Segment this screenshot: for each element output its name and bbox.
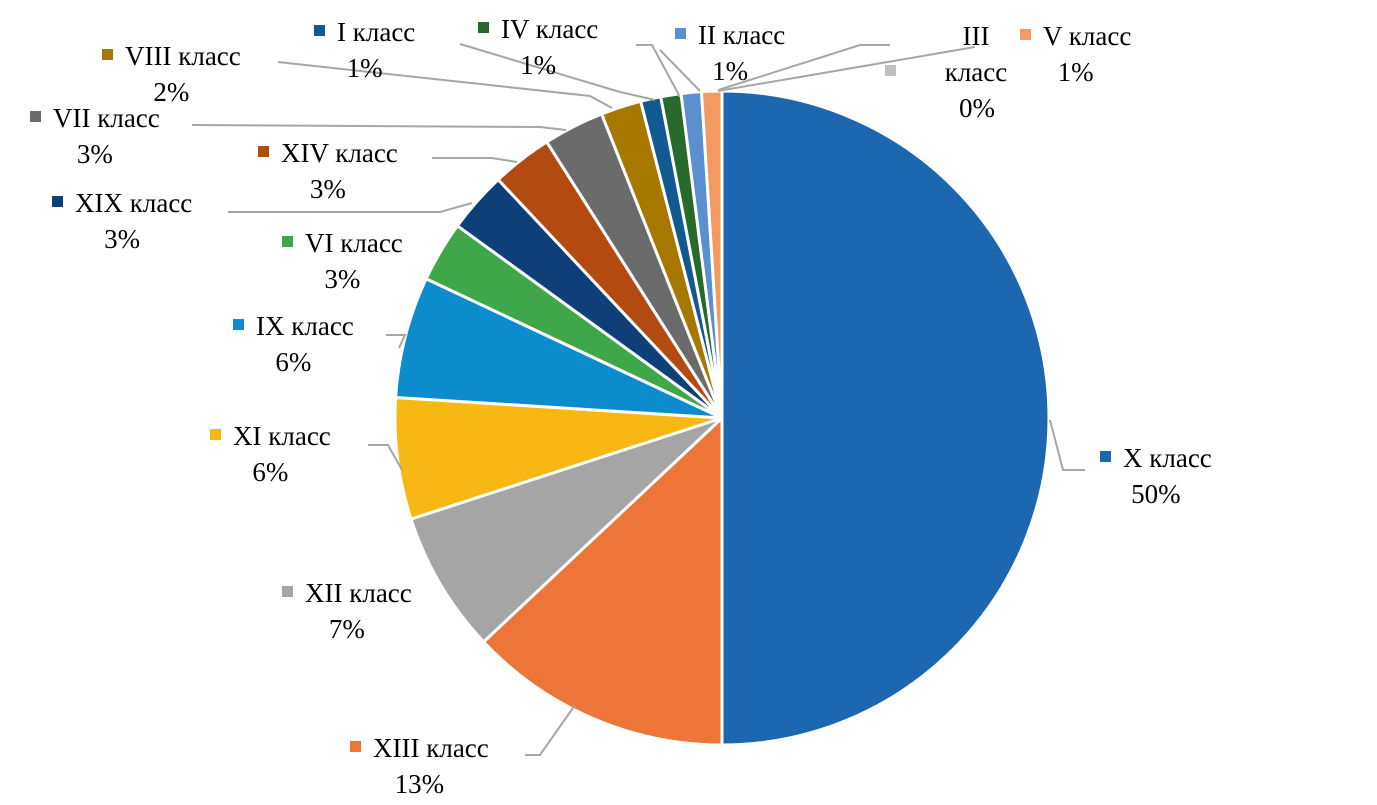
- data-label: IX класс 6%: [233, 308, 354, 380]
- slice-name: III класс: [944, 21, 1008, 87]
- leader-line: [386, 334, 407, 349]
- slice-percent: 13%: [394, 769, 445, 799]
- slice-name: I класс: [337, 17, 416, 47]
- data-label: I класс 1%: [314, 14, 415, 86]
- data-label: X класс 50%: [1100, 440, 1212, 512]
- slice-name: VIII класс: [125, 41, 241, 71]
- legend-marker: [282, 586, 293, 598]
- pie-slice: [409, 416, 724, 644]
- data-label: VIII класс 2%: [102, 38, 241, 110]
- legend-marker: [52, 196, 63, 208]
- legend-marker: [350, 741, 361, 753]
- data-label: V класс 1%: [1020, 18, 1131, 90]
- slice-percent: 3%: [309, 174, 346, 204]
- data-label: VI класс 3%: [282, 225, 403, 297]
- slice-percent: 3%: [324, 264, 361, 294]
- slice-percent: 1%: [346, 53, 383, 83]
- legend-marker: [314, 25, 325, 37]
- pie-slice: [720, 89, 1051, 747]
- pie-slice: [394, 276, 723, 420]
- slice-name: IV класс: [501, 14, 599, 44]
- data-label: II класс 1%: [675, 17, 785, 89]
- leader-line: [368, 444, 403, 471]
- slice-percent: 1%: [1057, 57, 1094, 87]
- slice-percent: 1%: [520, 50, 557, 80]
- legend-marker: [102, 49, 113, 61]
- legend-marker: [210, 429, 221, 441]
- leader-line: [432, 157, 518, 163]
- leader-line: [277, 61, 613, 109]
- legend-marker: [1100, 451, 1111, 463]
- slice-name: IX класс: [256, 311, 354, 341]
- legend-marker: [258, 146, 269, 158]
- leader-line: [191, 124, 567, 131]
- legend-marker: [282, 236, 293, 248]
- slice-name: XIII класс: [373, 733, 489, 763]
- leader-line: [1049, 419, 1085, 471]
- legend-marker: [885, 65, 896, 77]
- leader-line: [459, 43, 656, 101]
- slice-percent: 0%: [959, 93, 995, 123]
- data-label: XIII класс 13%: [350, 730, 489, 802]
- slice-percent: 3%: [104, 224, 141, 254]
- data-label: XIX класс 3%: [52, 185, 192, 257]
- slice-name: XIX класс: [75, 188, 193, 218]
- data-label: XIV класс 3%: [258, 135, 398, 207]
- data-label: IV класс 1%: [478, 11, 598, 83]
- legend-marker: [30, 111, 41, 123]
- pie-slice: [481, 414, 724, 747]
- slice-percent: 50%: [1131, 479, 1181, 509]
- legend-marker: [233, 319, 244, 331]
- leader-line: [228, 202, 473, 213]
- data-label: VII класс 3%: [30, 100, 160, 172]
- slice-percent: 1%: [712, 56, 749, 86]
- slice-percent: 6%: [252, 457, 289, 487]
- slice-name: X класс: [1123, 443, 1212, 473]
- slice-percent: 3%: [76, 139, 113, 169]
- leader-line: [525, 704, 576, 756]
- slice-percent: 2%: [153, 77, 190, 107]
- slice-name: XI класс: [233, 421, 331, 451]
- slice-name: II класс: [698, 20, 786, 50]
- leader-line: [659, 49, 703, 94]
- slice-name: VI класс: [305, 228, 403, 258]
- slice-percent: 6%: [275, 347, 312, 377]
- slice-name: V класс: [1043, 21, 1132, 51]
- legend-marker: [1020, 29, 1031, 41]
- legend-marker: [675, 28, 686, 40]
- leader-line: [711, 44, 890, 93]
- data-label: XI класс 6%: [210, 418, 331, 490]
- leader-line: [717, 46, 976, 92]
- pie-slice: [393, 395, 723, 521]
- slice-name: VII класс: [53, 103, 160, 133]
- slice-name: XIV класс: [281, 138, 398, 168]
- slice-name: XII класс: [305, 578, 412, 608]
- data-label: XII класс 7%: [282, 575, 412, 647]
- slice-percent: 7%: [328, 614, 365, 644]
- leader-line: [636, 44, 681, 98]
- data-label: III класс 0%: [885, 18, 1017, 126]
- legend-marker: [478, 22, 489, 34]
